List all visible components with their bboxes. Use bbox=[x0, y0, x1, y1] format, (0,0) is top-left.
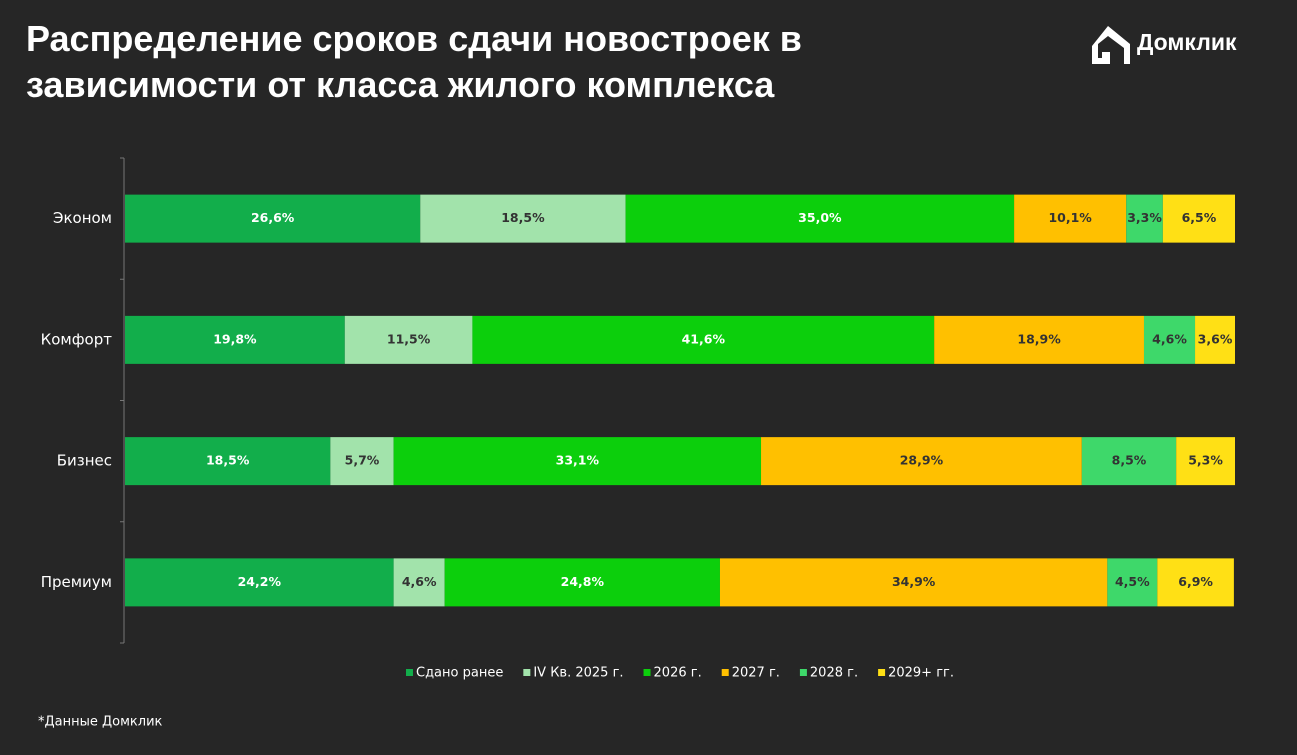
bar-segment bbox=[1081, 437, 1177, 486]
legend-swatch bbox=[878, 669, 886, 676]
data-label: 8,5% bbox=[1112, 453, 1147, 468]
data-label: 6,5% bbox=[1182, 210, 1217, 225]
bar-segment bbox=[719, 558, 1108, 607]
brand-icon bbox=[1092, 26, 1130, 64]
bar-segment bbox=[393, 558, 445, 607]
data-label: 5,3% bbox=[1188, 453, 1223, 468]
data-label: 24,2% bbox=[238, 574, 282, 589]
bar-segment bbox=[1143, 315, 1196, 364]
legend-label: Сдано ранее bbox=[416, 666, 503, 681]
data-label: 6,9% bbox=[1178, 574, 1213, 589]
legend: Сдано ранее IV Кв. 2025 г. 2026 г. 2027 г. 2… bbox=[405, 666, 954, 681]
data-label: 41,6% bbox=[682, 331, 726, 346]
y-tick-label: Бизнес bbox=[57, 452, 112, 470]
bar-segment bbox=[1162, 194, 1235, 243]
y-tick-label: Премиум bbox=[41, 573, 112, 591]
data-label: 19,8% bbox=[213, 331, 257, 346]
data-label: 5,7% bbox=[345, 453, 380, 468]
bar-segment bbox=[1126, 194, 1163, 243]
data-label: 3,6% bbox=[1198, 331, 1233, 346]
legend-swatch bbox=[405, 669, 413, 676]
brand-logo: Домклик bbox=[1092, 26, 1237, 64]
bar-segment bbox=[1107, 558, 1158, 607]
legend-swatch bbox=[799, 669, 807, 676]
data-label: 18,5% bbox=[206, 453, 250, 468]
legend-swatch bbox=[643, 669, 651, 676]
bar-segment bbox=[125, 558, 394, 607]
legend-label: 2027 г. bbox=[732, 666, 780, 681]
y-tick-label: Эконом bbox=[53, 209, 112, 227]
data-label: 26,6% bbox=[251, 210, 295, 225]
bar-segment bbox=[125, 315, 345, 364]
bar-segment bbox=[125, 437, 331, 486]
data-label: 3,3% bbox=[1127, 210, 1162, 225]
data-label: 18,9% bbox=[1017, 331, 1061, 346]
footnote: *Данные Домклик bbox=[38, 715, 163, 730]
bar-segment bbox=[1176, 437, 1235, 486]
data-label: 10,1% bbox=[1048, 210, 1092, 225]
bar-segment bbox=[444, 558, 720, 607]
bar-segment bbox=[1157, 558, 1234, 607]
data-label: 35,0% bbox=[798, 210, 842, 225]
data-label: 4,6% bbox=[1152, 331, 1187, 346]
bar-segment bbox=[1014, 194, 1127, 243]
legend-label: IV Кв. 2025 г. bbox=[533, 666, 623, 681]
chart-title: Распределение сроков сдачи новостроек в … bbox=[26, 18, 802, 105]
legend-swatch bbox=[721, 669, 729, 676]
data-label: 4,5% bbox=[1115, 574, 1150, 589]
bar-segment bbox=[625, 194, 1015, 243]
bar-segment bbox=[344, 315, 473, 364]
bar-segment bbox=[472, 315, 935, 364]
data-label: 34,9% bbox=[892, 574, 936, 589]
data-label: 33,1% bbox=[556, 453, 600, 468]
data-label: 11,5% bbox=[387, 331, 431, 346]
bar-segment bbox=[1195, 315, 1235, 364]
bar-segment bbox=[420, 194, 626, 243]
legend-label: 2026 г. bbox=[654, 666, 702, 681]
bar-segment bbox=[330, 437, 394, 486]
legend-label: 2028 г. bbox=[810, 666, 858, 681]
brand-name: Домклик bbox=[1137, 29, 1237, 55]
legend-swatch bbox=[523, 669, 531, 676]
data-label: 4,6% bbox=[402, 574, 437, 589]
data-label: 24,8% bbox=[561, 574, 605, 589]
y-tick-label: Комфорт bbox=[41, 330, 113, 348]
legend-label: 2029+ гг. bbox=[888, 666, 954, 681]
bar-segment bbox=[934, 315, 1144, 364]
bar-segment bbox=[393, 437, 762, 486]
bar-segment bbox=[125, 194, 421, 243]
data-label: 18,5% bbox=[501, 210, 545, 225]
bar-segment bbox=[761, 437, 1082, 486]
data-label: 28,9% bbox=[900, 453, 944, 468]
